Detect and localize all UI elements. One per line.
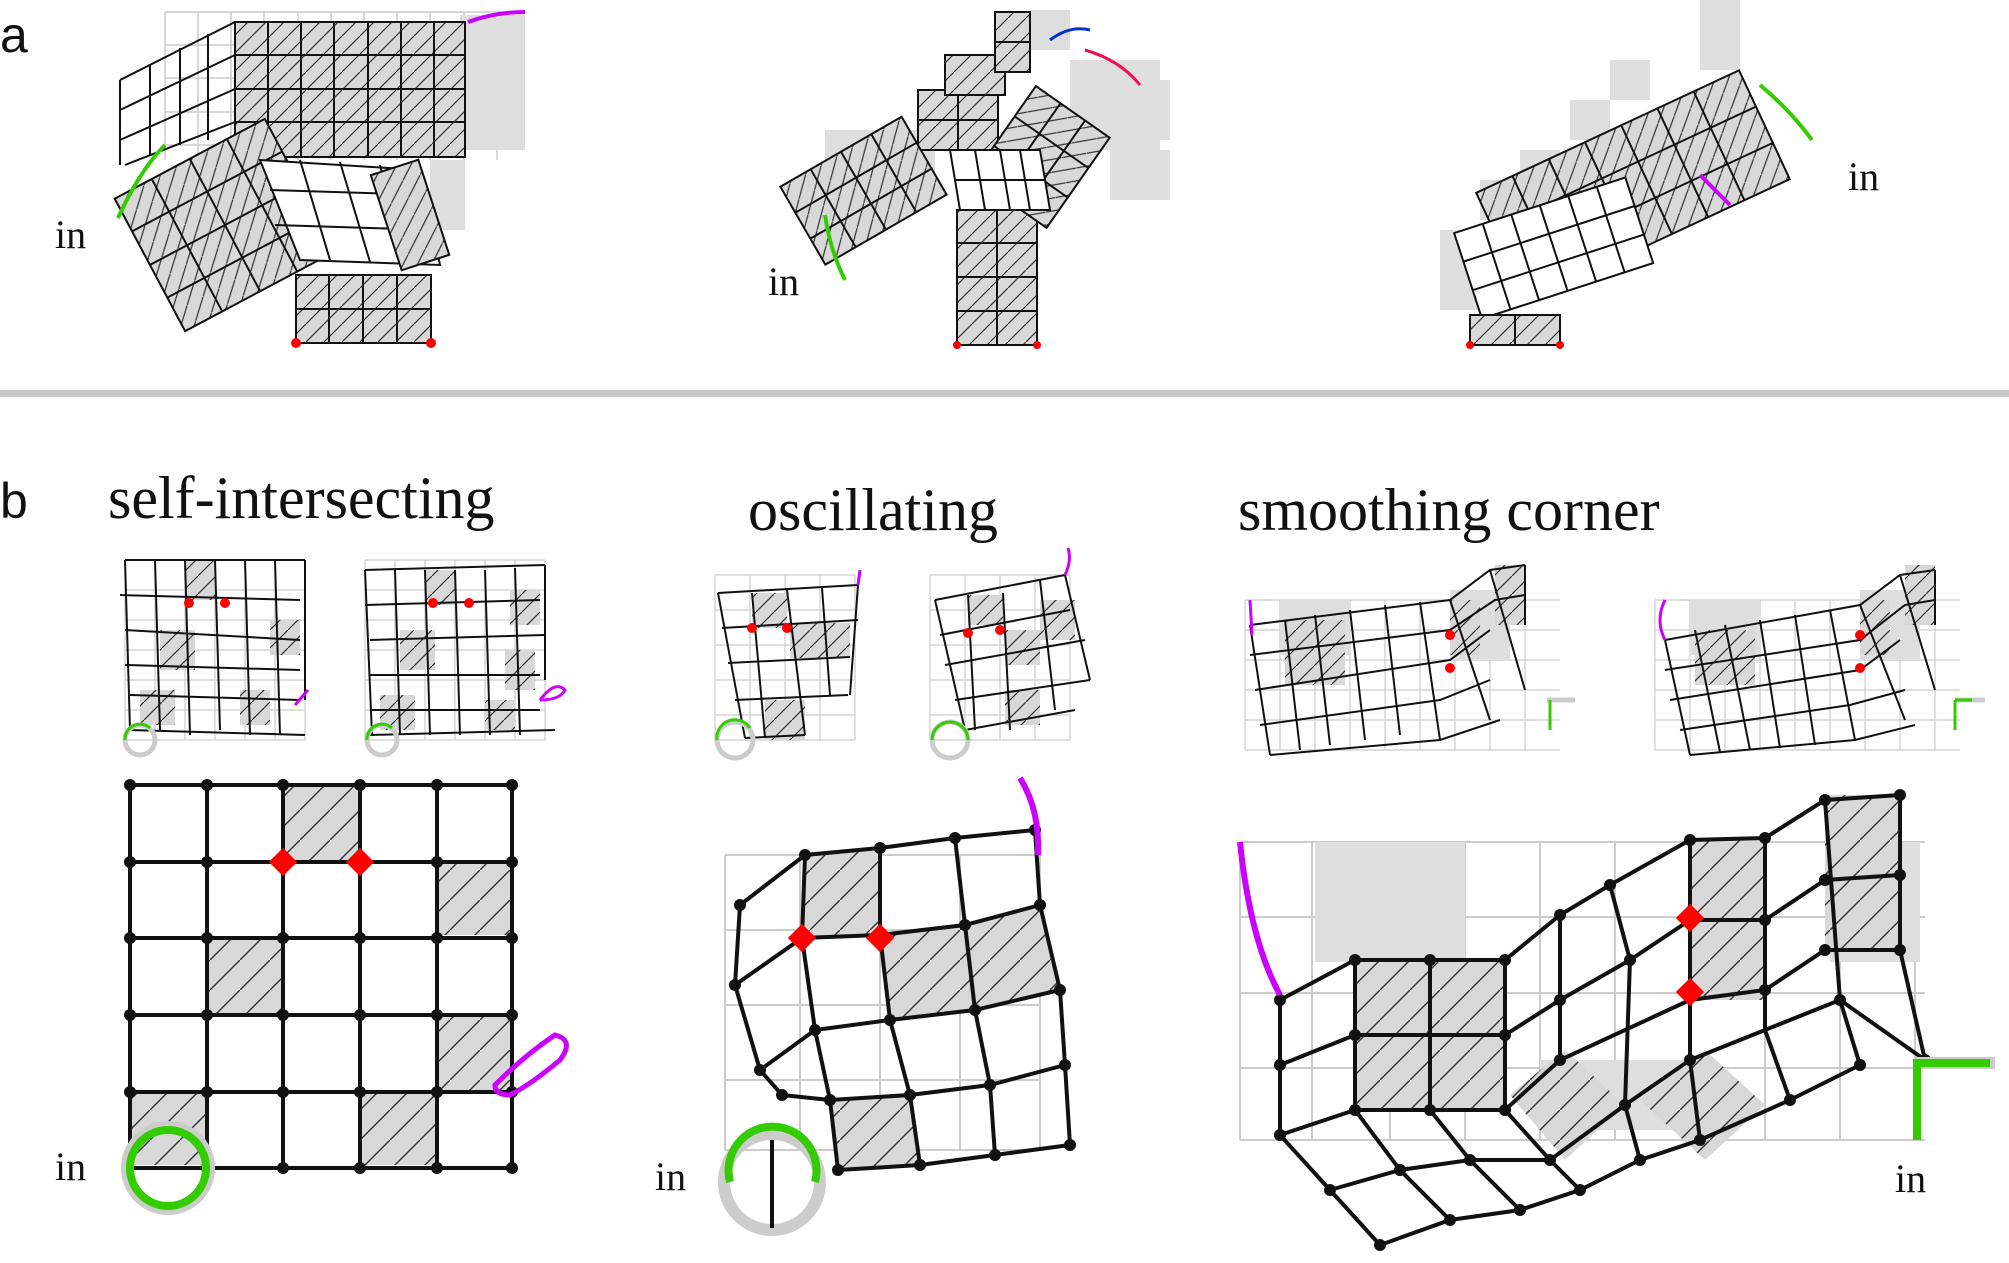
oscillating-main: in	[655, 776, 1076, 1236]
in-label: in	[1848, 154, 1879, 199]
title-oscillating: oscillating	[748, 477, 998, 543]
pink-curve	[1084, 48, 1142, 86]
shadow-cells	[1700, 0, 1740, 70]
panel-divider	[0, 390, 2009, 397]
oscillating-thumb-2	[929, 547, 1091, 761]
in-label: in	[55, 212, 86, 257]
green-curve	[1758, 83, 1814, 142]
panel-a-diagram-3: in	[1440, 0, 1879, 349]
smoothing-thumb-2	[1654, 565, 1985, 756]
purple-loop	[492, 1032, 569, 1098]
title-self-intersecting: self-intersecting	[108, 465, 495, 531]
purple-curve	[1017, 776, 1042, 856]
self-intersecting-thumb-2	[364, 559, 567, 758]
in-label: in	[768, 259, 799, 304]
title-smoothing-corner: smoothing corner	[1238, 477, 1660, 543]
green-curve	[823, 214, 847, 281]
panel-a-diagram-1: in	[55, 10, 526, 348]
self-intersecting-main: in	[55, 779, 569, 1215]
smoothing-main: in	[1237, 789, 1995, 1251]
shadow-cells	[460, 15, 525, 150]
purple-curve	[1698, 173, 1732, 207]
purple-curve	[1237, 841, 1283, 997]
in-label: in	[1895, 1156, 1926, 1201]
panel-a-diagram-2: in	[768, 10, 1170, 349]
panel-b-letter: b	[0, 473, 28, 529]
blue-curve	[1049, 27, 1091, 42]
oscillating-thumb-1	[714, 569, 862, 761]
purple-curve	[467, 10, 526, 24]
self-intersecting-thumb-1	[119, 559, 310, 758]
mesh-grid	[128, 783, 514, 1170]
in-label: in	[55, 1144, 86, 1189]
panel-a-letter: a	[0, 7, 28, 63]
green-ring	[718, 1128, 826, 1236]
in-label: in	[655, 1154, 686, 1199]
smoothing-thumb-1	[1244, 564, 1575, 756]
green-curve	[116, 143, 167, 219]
